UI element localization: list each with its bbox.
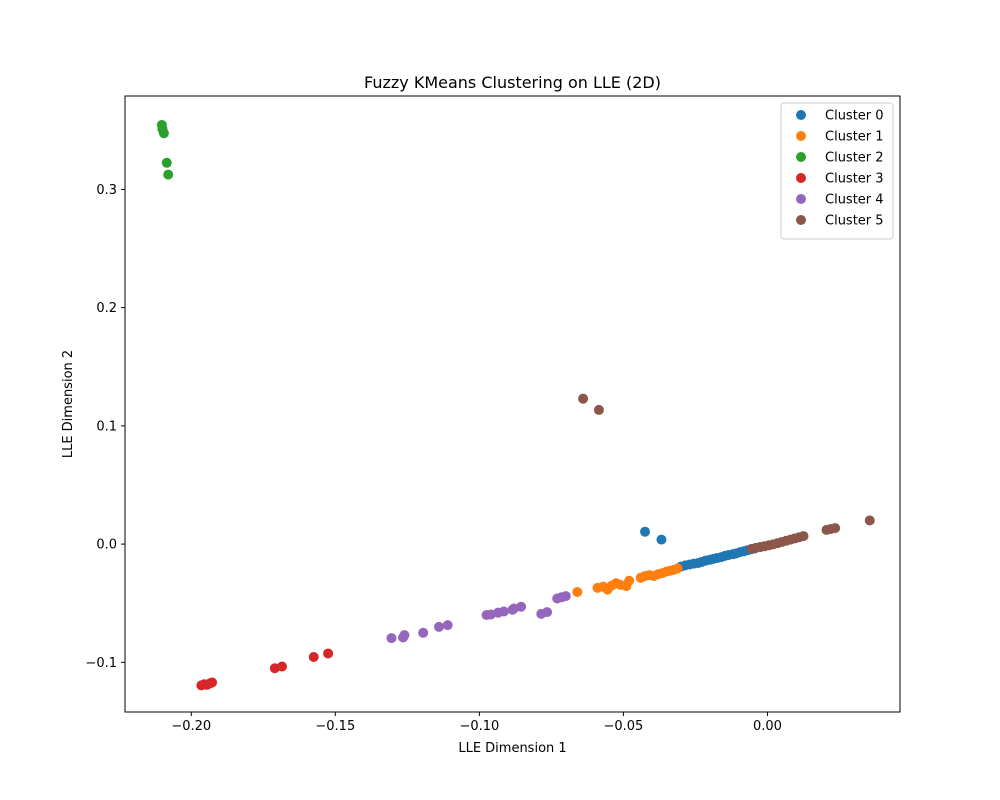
y-tick-label: 0.0 xyxy=(96,538,117,553)
legend-marker xyxy=(796,215,806,225)
legend-marker xyxy=(796,173,806,183)
data-point xyxy=(418,627,429,638)
x-tick-label: 0.00 xyxy=(753,719,782,734)
data-point xyxy=(308,652,319,663)
data-point xyxy=(572,586,583,597)
series-3 xyxy=(196,648,334,691)
chart-title: Fuzzy KMeans Clustering on LLE (2D) xyxy=(364,73,661,92)
y-tick-label: 0.1 xyxy=(96,419,117,434)
data-point xyxy=(640,526,651,537)
series-4 xyxy=(386,591,571,644)
data-point xyxy=(624,575,635,586)
legend-box xyxy=(780,102,894,240)
data-point xyxy=(442,620,453,631)
data-point xyxy=(161,157,172,168)
points-layer xyxy=(156,119,875,691)
legend-entry: Cluster 4 xyxy=(825,193,884,208)
data-point xyxy=(593,404,604,415)
data-point xyxy=(516,601,527,612)
data-point xyxy=(656,534,667,545)
x-tick-label: −0.15 xyxy=(315,719,355,734)
series-2 xyxy=(156,119,174,180)
x-ticks: −0.20 −0.15 −0.10 −0.05 0.00 xyxy=(171,712,782,734)
data-point xyxy=(578,393,589,404)
y-tick-label: 0.2 xyxy=(96,301,117,316)
legend-marker xyxy=(796,131,806,141)
legend-entry: Cluster 5 xyxy=(825,214,884,229)
series-1 xyxy=(572,563,683,597)
legend-marker xyxy=(796,194,806,204)
data-point xyxy=(864,515,875,526)
legend-entry: Cluster 2 xyxy=(825,151,884,166)
legend-entry: Cluster 0 xyxy=(825,109,884,124)
data-point xyxy=(163,169,174,180)
data-point xyxy=(323,648,334,659)
x-tick-label: −0.10 xyxy=(459,719,499,734)
axes-frame xyxy=(124,95,901,713)
data-point xyxy=(542,607,553,618)
y-tick-label: −0.1 xyxy=(85,656,117,671)
x-tick-label: −0.05 xyxy=(603,719,643,734)
x-tick-label: −0.20 xyxy=(171,719,211,734)
data-point xyxy=(560,591,571,602)
legend: Cluster 0 Cluster 1 Cluster 2 Cluster 3 Clus… xyxy=(780,102,894,240)
data-point xyxy=(158,128,169,139)
data-point xyxy=(386,633,397,644)
legend-marker xyxy=(796,152,806,162)
series-5 xyxy=(578,393,875,554)
data-point xyxy=(434,621,445,632)
y-ticks: −0.1 0.0 0.1 0.2 0.3 xyxy=(85,183,125,671)
x-axis-label: LLE Dimension 1 xyxy=(458,741,566,756)
data-point xyxy=(498,606,509,617)
y-tick-label: 0.3 xyxy=(96,183,117,198)
data-point xyxy=(798,531,809,542)
data-point xyxy=(207,677,218,688)
data-point xyxy=(399,630,410,641)
y-axis-label: LLE Dimension 2 xyxy=(61,350,76,458)
data-point xyxy=(830,523,841,534)
legend-entry: Cluster 1 xyxy=(825,130,884,145)
data-point xyxy=(672,563,683,574)
legend-marker xyxy=(796,110,806,120)
legend-entry: Cluster 3 xyxy=(825,172,884,187)
data-point xyxy=(277,661,288,672)
